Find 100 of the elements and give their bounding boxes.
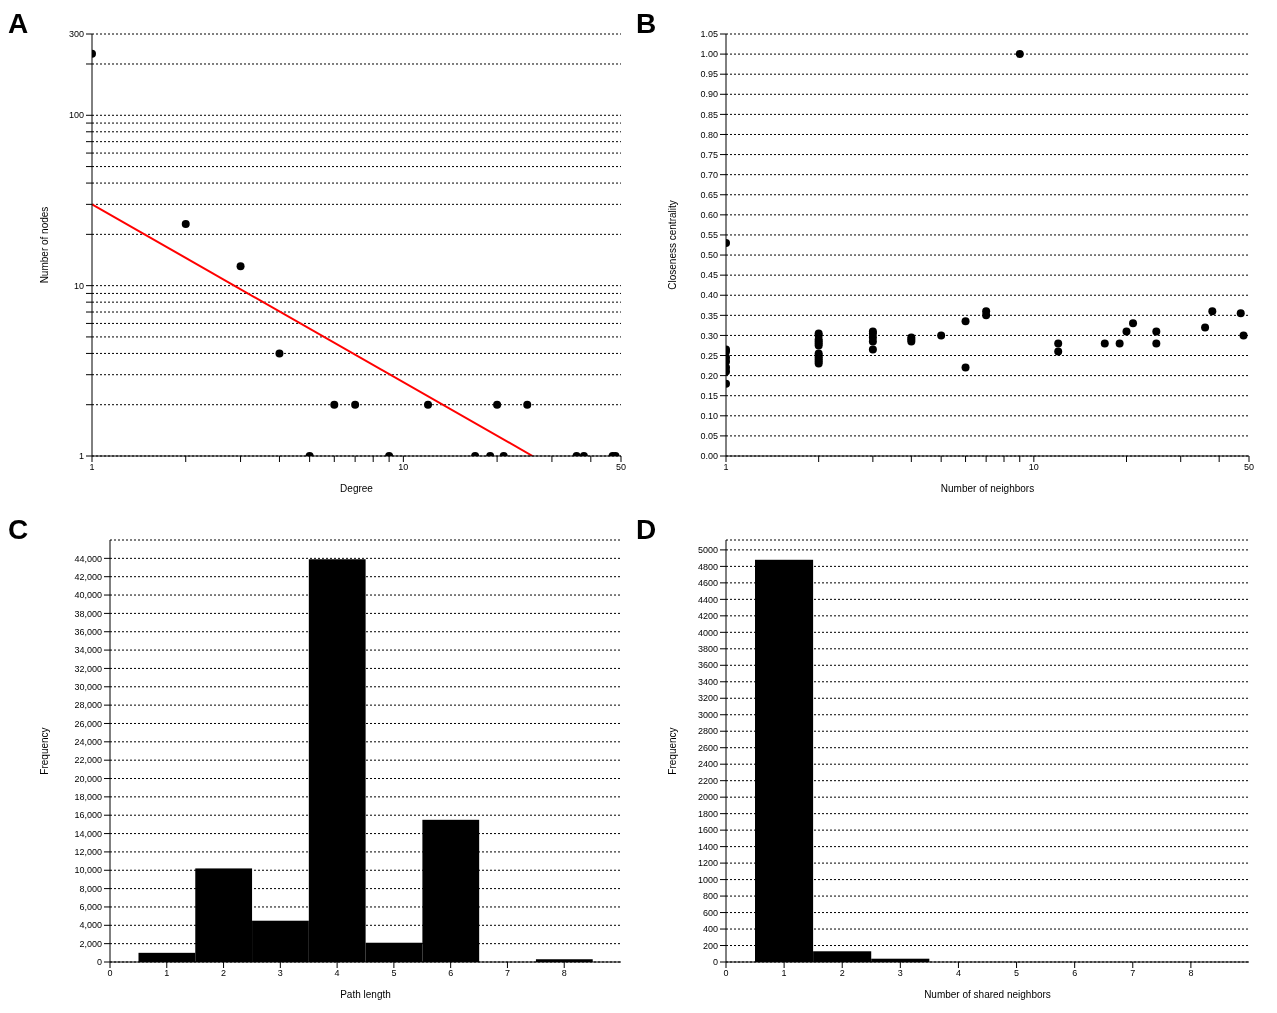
y-tick-label: 0.50: [700, 250, 718, 261]
x-tick-label: 5: [391, 968, 397, 979]
y-tick-label: 600: [702, 907, 718, 918]
y-tick-label: 0.65: [700, 189, 718, 200]
y-tick-label: 0.45: [700, 270, 718, 281]
y-tick-label: 2000: [697, 792, 718, 803]
y-tick-label: 0: [712, 957, 718, 968]
y-tick-label: 3600: [697, 660, 718, 671]
x-tick-label: 50: [615, 462, 627, 473]
y-tick-label: 0.80: [700, 129, 718, 140]
x-tick-label: 10: [398, 462, 409, 473]
y-tick-label: 20,000: [74, 773, 102, 784]
y-tick-label: 0.00: [700, 451, 718, 462]
text: D: [636, 514, 657, 546]
y-tick-label: 1.05: [700, 29, 718, 40]
y-tick-label: 0.10: [700, 411, 718, 421]
x-tick-label: 7: [504, 968, 510, 979]
y-tick-label: 0.70: [700, 169, 718, 180]
y-tick-label: 10,000: [74, 865, 102, 876]
y-tick-label: 200: [702, 940, 718, 951]
x-tick-label: 3: [277, 968, 283, 979]
x-tick-label: 4: [955, 968, 961, 979]
y-tick-label: 30,000: [74, 681, 102, 692]
text: A: [8, 8, 29, 40]
y-tick-label: 14,000: [74, 828, 102, 839]
x-tick-label: 6: [448, 968, 454, 979]
y-tick-label: 4400: [697, 594, 718, 605]
y-tick-label: 5000: [697, 545, 718, 556]
y-tick-label: 0.60: [700, 210, 718, 221]
y-tick-label: 400: [702, 924, 718, 935]
y-tick-label: 1: [78, 451, 84, 462]
y-tick-label: 800: [702, 891, 718, 902]
y-tick-label: 22,000: [74, 755, 102, 766]
x-axis-title: Number of neighbors: [940, 483, 1035, 494]
y-tick-label: 3200: [697, 693, 718, 704]
y-tick-label: 0.30: [700, 330, 718, 341]
y-tick-label: 16,000: [74, 810, 102, 821]
x-tick-label: 0: [107, 968, 113, 979]
y-tick-label: 0.05: [700, 431, 718, 442]
y-tick-label: 18,000: [74, 792, 102, 803]
y-tick-label: 3400: [697, 676, 718, 687]
text: C: [8, 514, 29, 546]
y-tick-label: 4000: [697, 627, 718, 638]
y-tick-label: 300: [68, 29, 84, 40]
y-tick-label: 2200: [697, 775, 718, 786]
y-tick-label: 0.75: [700, 149, 718, 160]
y-tick-label: 1200: [697, 858, 718, 869]
y-axis-title: Frequency: [666, 727, 678, 775]
y-tick-label: 12,000: [74, 847, 102, 858]
y-tick-label: 2800: [697, 726, 718, 737]
x-tick-label: 10: [1028, 462, 1039, 473]
x-axis-title: Number of shared neighbors: [924, 989, 1051, 1000]
y-tick-label: 1400: [697, 841, 718, 852]
y-tick-label: 8,000: [79, 883, 102, 894]
x-tick-label: 4: [334, 968, 340, 979]
y-axis-title: Closeness centrality: [666, 200, 678, 290]
y-tick-label: 26,000: [74, 718, 102, 729]
y-tick-label: 38,000: [74, 608, 102, 619]
y-tick-label: 0: [96, 957, 102, 968]
y-tick-label: 42,000: [74, 571, 102, 582]
y-tick-label: 28,000: [74, 700, 102, 711]
y-tick-label: 0.85: [700, 109, 718, 120]
y-tick-label: 1.00: [700, 49, 718, 60]
y-tick-label: 40,000: [74, 590, 102, 601]
y-tick-label: 3000: [697, 709, 718, 720]
y-tick-label: 24,000: [74, 737, 102, 748]
x-tick-label: 1: [781, 968, 787, 979]
y-tick-label: 44,000: [74, 553, 102, 564]
x-axis-title: Degree: [340, 483, 374, 494]
x-tick-label: 2: [839, 968, 845, 979]
x-tick-label: 7: [1130, 968, 1136, 979]
y-tick-label: 2400: [697, 759, 718, 770]
x-tick-label: 50: [1243, 462, 1255, 473]
y-tick-label: 4,000: [79, 920, 102, 931]
y-tick-label: 0.20: [700, 370, 718, 381]
x-tick-label: 5: [1014, 968, 1020, 979]
x-tick-label: 3: [897, 968, 903, 979]
y-tick-label: 0.40: [700, 290, 718, 301]
x-tick-label: 8: [561, 968, 567, 979]
y-tick-label: 1600: [697, 825, 718, 836]
y-tick-label: 100: [68, 110, 84, 121]
y-tick-label: 4600: [697, 578, 718, 589]
y-tick-label: 3800: [697, 643, 718, 654]
x-axis-title: Path length: [340, 989, 391, 1000]
y-tick-label: 0.90: [700, 89, 718, 100]
y-tick-label: 34,000: [74, 645, 102, 656]
y-tick-label: 10: [73, 280, 84, 291]
y-axis-title: Frequency: [38, 727, 50, 775]
x-tick-label: 1: [164, 968, 170, 979]
y-tick-label: 0.35: [700, 310, 718, 321]
text: B: [636, 8, 657, 40]
y-tick-label: 1800: [697, 808, 718, 819]
y-tick-label: 0.55: [700, 230, 718, 241]
y-tick-label: 2,000: [79, 938, 102, 949]
y-tick-label: 1000: [697, 874, 718, 885]
y-tick-label: 4200: [697, 611, 718, 622]
y-tick-label: 36,000: [74, 626, 102, 637]
x-tick-label: 2: [221, 968, 227, 979]
y-tick-label: 0.95: [700, 69, 718, 80]
y-tick-label: 0.25: [700, 350, 718, 361]
